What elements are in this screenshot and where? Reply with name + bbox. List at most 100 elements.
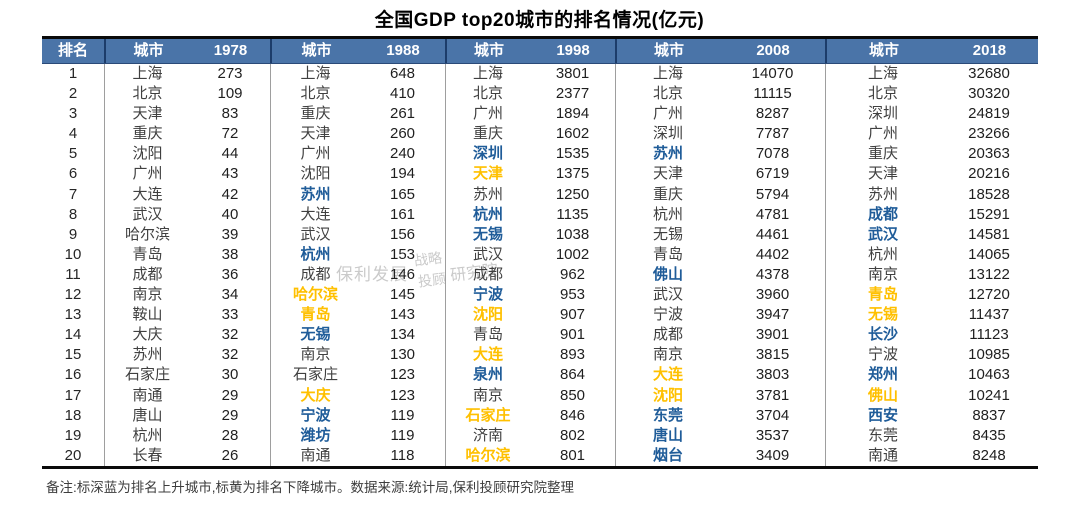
gdp-value-cell: 28 <box>221 426 239 444</box>
gdp-value-cell: 3409 <box>755 446 790 464</box>
city-cell: 成都 <box>615 325 720 346</box>
footnote: 备注:标深蓝为排名上升城市,标黄为排名下降城市。数据来源:统计局,保利投顾研究院… <box>46 480 575 495</box>
city-cell: 泉州 <box>445 365 530 386</box>
city-cell: 烟台 <box>615 445 720 466</box>
city-cell: 哈尔滨 <box>445 445 530 466</box>
gdp-value-cell: 3815 <box>755 346 790 364</box>
gdp-value-cell: 72 <box>221 125 239 143</box>
table-header-row: 排名 城市 1978 城市 1988 城市 1998 城市 2008 城市 20… <box>42 39 1038 64</box>
gdp-value-cell: 801 <box>559 446 586 464</box>
header-city-1988: 城市 <box>301 42 332 59</box>
gdp-value-cell: 134 <box>389 326 416 344</box>
header-group-2008: 城市 2008 <box>615 39 825 63</box>
gdp-value-cell: 29 <box>221 406 239 424</box>
city-cell: 西安 <box>825 405 940 426</box>
gdp-value-cell: 648 <box>389 65 416 82</box>
gdp-value-cell: 30320 <box>968 85 1010 103</box>
table-row: 16 石家庄 30 石家庄 123 泉州 864 大连 3803 郑州 10463 <box>42 365 1038 386</box>
city-cell: 苏州 <box>445 184 530 205</box>
gdp-value-cell: 261 <box>389 105 416 123</box>
page-title: 全国GDP top20城市的排名情况(亿元) <box>374 10 705 31</box>
city-cell: 南京 <box>445 385 530 406</box>
gdp-value-cell: 119 <box>390 426 415 444</box>
gdp-value-cell: 953 <box>559 286 586 304</box>
city-cell: 重庆 <box>104 124 190 145</box>
gdp-value-cell: 43 <box>221 165 239 183</box>
header-rank: 排名 <box>57 42 88 59</box>
city-cell: 广州 <box>825 124 940 145</box>
gdp-value-cell: 10985 <box>968 346 1010 364</box>
gdp-value-cell: 146 <box>389 265 416 283</box>
table-row: 7 大连 42 苏州 165 苏州 1250 重庆 5794 苏州 18528 <box>42 184 1038 205</box>
city-cell: 宁波 <box>825 345 940 366</box>
table-top-border <box>42 36 1038 39</box>
city-cell: 苏州 <box>270 184 360 205</box>
gdp-value-cell: 161 <box>389 205 416 223</box>
header-city-2008: 城市 <box>653 42 684 59</box>
gdp-value-cell: 83 <box>221 105 239 123</box>
header-group-1998: 城市 1998 <box>445 39 615 63</box>
city-cell: 大庆 <box>270 385 360 406</box>
gdp-value-cell: 42 <box>221 185 239 203</box>
city-cell: 北京 <box>445 84 530 105</box>
city-cell: 南京 <box>104 285 190 306</box>
gdp-value-cell: 119 <box>390 406 415 424</box>
city-cell: 南京 <box>615 345 720 366</box>
table-row: 14 大庆 32 无锡 134 青岛 901 成都 3901 长沙 11123 <box>42 325 1038 346</box>
gdp-value-cell: 14065 <box>968 245 1010 263</box>
gdp-value-cell: 33 <box>221 306 239 324</box>
gdp-value-cell: 2377 <box>555 85 590 103</box>
city-cell: 广州 <box>270 144 360 165</box>
gdp-value-cell: 3803 <box>755 366 790 384</box>
rank-cell: 18 <box>64 406 82 424</box>
city-cell: 济南 <box>445 425 530 446</box>
city-cell: 唐山 <box>615 425 720 446</box>
gdp-value-cell: 3704 <box>755 406 790 424</box>
table-row: 3 天津 83 重庆 261 广州 1894 广州 8287 深圳 24819 <box>42 104 1038 125</box>
city-cell: 东莞 <box>825 425 940 446</box>
gdp-value-cell: 165 <box>389 185 416 203</box>
gdp-value-cell: 5794 <box>755 185 790 203</box>
gdp-value-cell: 3781 <box>755 386 790 404</box>
gdp-value-cell: 6719 <box>755 165 790 183</box>
city-cell: 天津 <box>825 164 940 185</box>
city-cell: 大庆 <box>104 325 190 346</box>
rank-cell: 2 <box>68 85 78 103</box>
gdp-value-cell: 802 <box>559 426 586 444</box>
header-group-1978: 城市 1978 <box>104 39 270 63</box>
table-body: 1 上海 273 上海 648 上海 3801 上海 14070 上海 32680 2 北京 109 北京 4… <box>42 64 1038 466</box>
gdp-value-cell: 14070 <box>751 65 794 82</box>
city-cell: 东莞 <box>615 405 720 426</box>
gdp-ranking-table: 排名 城市 1978 城市 1988 城市 1998 城市 2008 城市 20… <box>42 36 1038 469</box>
gdp-value-cell: 20363 <box>968 145 1010 163</box>
city-cell: 武汉 <box>104 204 190 225</box>
table-row: 6 广州 43 沈阳 194 天津 1375 天津 6719 天津 20216 <box>42 164 1038 185</box>
gdp-value-cell: 240 <box>389 145 416 163</box>
gdp-value-cell: 44 <box>221 145 239 163</box>
city-cell: 成都 <box>825 204 940 225</box>
gdp-value-cell: 1135 <box>556 205 589 223</box>
gdp-value-cell: 1602 <box>555 125 590 143</box>
gdp-value-cell: 901 <box>559 326 586 344</box>
rank-cell: 6 <box>68 165 78 183</box>
gdp-value-cell: 18528 <box>968 185 1010 203</box>
city-cell: 武汉 <box>825 224 940 245</box>
gdp-value-cell: 143 <box>389 306 416 324</box>
header-city-1978: 城市 <box>133 42 164 59</box>
city-cell: 天津 <box>445 164 530 185</box>
gdp-value-cell: 20216 <box>968 165 1010 183</box>
header-city-2018: 城市 <box>868 42 899 59</box>
gdp-value-cell: 850 <box>559 386 586 404</box>
gdp-value-cell: 260 <box>389 125 416 143</box>
gdp-value-cell: 273 <box>217 65 243 82</box>
city-cell: 上海 <box>825 64 940 85</box>
gdp-value-cell: 410 <box>389 85 416 103</box>
rank-cell: 8 <box>68 205 78 223</box>
rank-cell: 15 <box>64 346 82 364</box>
header-year-2008: 2008 <box>756 42 790 59</box>
city-cell: 长沙 <box>825 325 940 346</box>
city-cell: 长春 <box>104 445 190 466</box>
gdp-value-cell: 29 <box>221 386 239 404</box>
gdp-value-cell: 32 <box>221 346 239 364</box>
